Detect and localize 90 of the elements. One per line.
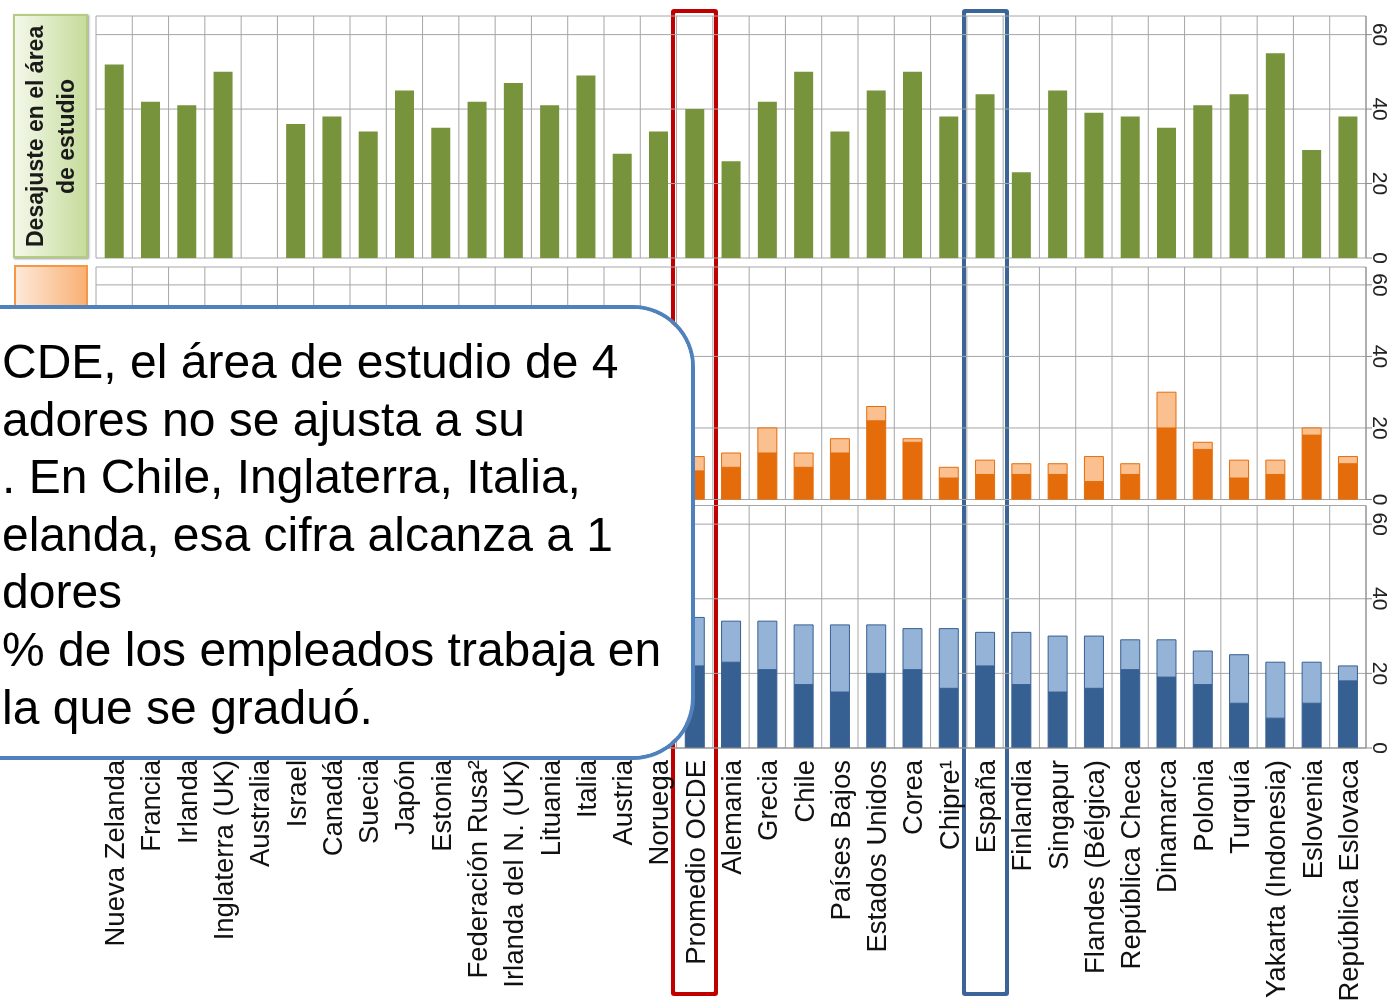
bar [939,116,959,258]
y-tick-label: 20 [1368,661,1387,686]
bar [830,131,850,258]
y-tick-label: 0 [1368,742,1387,754]
x-tick-label: Flandes (Bélgica) [1078,760,1110,974]
x-tick-label: Suecia [352,759,384,845]
x-tick-label: Polonia [1187,759,1219,852]
x-tick-label: Israel [280,760,312,828]
bar [540,105,560,258]
x-tick-label: Estados Unidos [860,760,892,953]
bar [1048,90,1068,258]
x-tick-label: República Checa [1114,759,1146,970]
bar [431,127,451,258]
bar [975,94,995,258]
x-tick-label: Países Bajos [824,760,856,921]
y-tick-label: 0 [1368,493,1387,506]
x-tick-label: Chile [788,760,820,823]
bar [1084,112,1104,258]
x-tick-label: Federación Rusa² [461,760,493,979]
annotation: % de los empleados trabaja en [2,621,662,678]
bar [1302,150,1322,258]
x-tick-label: Canadá [316,759,348,857]
bar [358,131,378,258]
bar [794,71,814,258]
x-tick-label: Dinamarca [1150,759,1182,893]
bar [177,105,197,258]
x-tick-label: Turquía [1223,759,1255,854]
bar [503,83,523,258]
y-tick-label: 40 [1368,587,1387,611]
bar [721,161,741,258]
bar [1011,172,1031,258]
bar [648,131,668,258]
y-tick-label: 60 [1368,512,1387,536]
y-tick-label: 20 [1368,171,1387,196]
bar [902,71,922,258]
bar [612,153,632,258]
bar [213,71,233,258]
bar [1338,116,1358,258]
bar [685,109,705,258]
x-tick-label: Promedio OCDE [679,760,711,965]
annotation: CDE, el área de estudio de 4 [2,334,619,390]
bar [104,64,124,258]
bar [1156,127,1176,258]
x-tick-label: Francia [134,759,166,852]
y-tick-label: 40 [1368,344,1387,369]
annotation: . En Chile, Inglaterra, Italia, [2,449,581,506]
bar [1193,105,1213,258]
x-tick-label: Australia [243,759,275,867]
x-tick-label: Yakarta (Indonesia) [1259,760,1291,998]
x-tick-label: Eslovenia [1296,759,1328,880]
x-tick-label: Grecia [751,759,783,841]
x-tick-label: Austria [606,759,638,846]
x-tick-label: Irlanda [171,759,203,845]
x-tick-label: Noruega [642,759,674,866]
x-tick-label: Corea [896,759,928,835]
y-axis-title: Desajuste en el área de estudio [20,24,80,249]
x-tick-label: Nueva Zelanda [98,759,130,947]
y-tick-label: 20 [1368,416,1387,440]
x-tick-label: Singapur [1042,760,1074,871]
bar [757,101,777,258]
x-tick-label: Finlandia [1005,759,1037,872]
annotation: dores [2,564,123,621]
bar [394,90,414,258]
annotation: la que se graduó. [2,679,373,736]
annotation: elanda, esa cifra alcanza a 1 [2,506,614,563]
x-tick-label: Alemania [715,759,747,875]
x-tick-label: Estonia [425,759,457,852]
annotation: adores no se ajusta a su [2,391,526,448]
bar [140,101,160,258]
x-tick-label: Japón [388,760,420,835]
x-tick-label: Italia [570,759,602,819]
x-tick-label: Chipre¹ [933,760,965,851]
x-tick-label: Inglaterra (UK) [207,760,239,941]
x-tick-label: España [969,759,1001,854]
y-tick-label: 40 [1368,97,1387,121]
x-tick-label: República Eslovaca [1332,759,1364,1002]
bar [286,123,306,258]
x-tick-label: Lituania [534,759,566,857]
bar [866,90,886,258]
bar [576,75,596,258]
x-tick-label: Irlanda del N. (UK) [497,760,529,988]
bar [467,101,487,258]
bar [1265,53,1285,258]
y-tick-label: 60 [1368,22,1387,47]
bar [902,441,923,500]
y-tick-label: 60 [1368,273,1387,297]
bar [322,116,342,258]
bar [1229,94,1249,258]
y-tick-label: 0 [1368,252,1387,264]
bar [1120,116,1140,258]
